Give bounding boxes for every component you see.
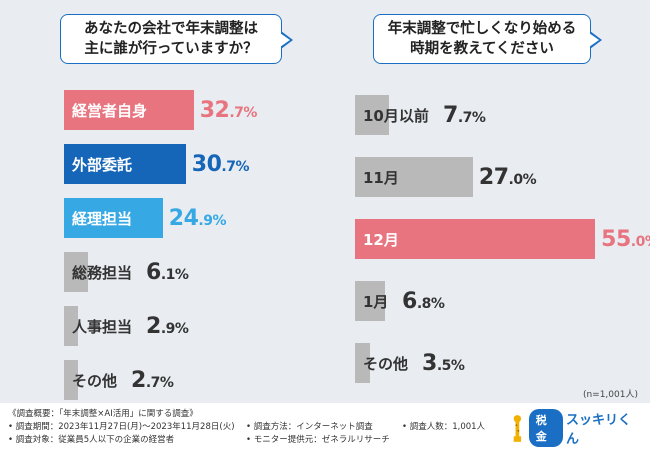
bar-row: 総務担当 6.1% xyxy=(64,252,364,292)
bar-value-label: 7.7% xyxy=(443,95,486,135)
bar-value-integer: 7 xyxy=(443,102,458,128)
chart-left-title-bubble: あなたの会社で年末調整は 主に誰が行っていますか？ xyxy=(60,14,293,64)
survey-title: 《調査概要：「年末調整×AI活用」に関する調査》 xyxy=(8,409,198,419)
survey-footer: 《調査概要：「年末調整×AI活用」に関する調査》 • 調査期間：2023年11月… xyxy=(0,403,650,450)
survey-method: • 調査方法：インターネット調査 xyxy=(246,422,373,432)
bar-label: その他 xyxy=(363,354,409,373)
bar-value-label: 27.0% xyxy=(478,157,537,197)
chart-right: 年末調整で忙しくなり始める 時期を教えてください 10月以前 7.7% 11月 27.… xyxy=(325,0,650,400)
bar-row: その他 2.7% xyxy=(64,360,364,400)
bar-row: 11月 27.0% xyxy=(355,157,650,197)
chart-right-title-bubble: 年末調整で忙しくなり始める 時期を教えてください xyxy=(373,14,602,64)
bar-value-decimal: .7% xyxy=(221,158,249,175)
bar-value-label: 2.9% xyxy=(146,306,189,346)
bar-value-integer: 55 xyxy=(601,226,631,252)
bar-value-decimal: .0% xyxy=(508,171,537,188)
bar: その他 xyxy=(355,343,408,383)
bar-value-integer: 2 xyxy=(131,367,146,393)
bar-row: 1月 6.8% xyxy=(355,281,650,321)
logo-brand: スッキリくん xyxy=(566,413,632,447)
bar-label: 外部委託 xyxy=(72,155,133,174)
bar-label: 経理担当 xyxy=(72,209,133,228)
bar-value-label: 32.7% xyxy=(199,90,258,130)
bar-value-decimal: .7% xyxy=(145,374,174,391)
logo-badge: 税金 xyxy=(528,409,564,447)
chart-left-title: あなたの会社で年末調整は 主に誰が行っていますか？ xyxy=(84,21,258,57)
bar-label: 総務担当 xyxy=(72,263,133,282)
bar-value-label: 3.5% xyxy=(422,343,465,383)
bar: 経理担当 xyxy=(64,198,163,238)
bar-label: 経営者自身 xyxy=(72,101,148,120)
bar-label: 人事担当 xyxy=(72,317,133,336)
brand-logo: 税金 スッキリくん xyxy=(510,409,638,447)
bar: 11月 xyxy=(355,157,473,197)
bar-value-integer: 6 xyxy=(402,288,417,314)
bar: 総務担当 xyxy=(64,252,132,292)
bar-label: 10月以前 xyxy=(363,106,429,125)
giraffe-icon xyxy=(513,415,522,442)
survey-period: • 調査期間：2023年11月27日(月)〜2023年11月28日(火) xyxy=(8,422,235,432)
bar: 1月 xyxy=(355,281,389,321)
bar-row: 外部委託 30.7% xyxy=(64,144,364,184)
bar: 経営者自身 xyxy=(64,90,194,130)
bar-label: 1月 xyxy=(363,292,389,311)
bar-value-integer: 2 xyxy=(146,313,161,339)
bar: 人事担当 xyxy=(64,306,132,346)
bar-label: その他 xyxy=(72,371,118,390)
bar: 外部委託 xyxy=(64,144,186,184)
bar-value-decimal: .5% xyxy=(436,357,465,374)
bar-row: 経営者自身 32.7% xyxy=(64,90,364,130)
bar-value-label: 2.7% xyxy=(131,360,174,400)
bar-value-label: 30.7% xyxy=(191,144,250,184)
bar-value-decimal: .8% xyxy=(416,295,445,312)
survey-target: • 調査対象：従業員5人以下の企業の経営者 xyxy=(8,435,175,445)
bar-value-decimal: .7% xyxy=(229,104,257,121)
bar-value-decimal: .1% xyxy=(160,266,189,283)
bar-row: 経理担当 24.9% xyxy=(64,198,364,238)
bar: 12月 xyxy=(355,219,596,259)
bar-value-integer: 6 xyxy=(146,259,161,285)
survey-provider: • モニター提供元：ゼネラルリサーチ xyxy=(246,435,390,445)
bar-row: 10月以前 7.7% xyxy=(355,95,650,135)
bar-row: 12月 55.0% xyxy=(355,219,650,259)
bar-value-decimal: .7% xyxy=(457,109,486,126)
bar-value-decimal: .9% xyxy=(160,320,189,337)
sample-size-note: (n=1,001人) xyxy=(582,390,638,400)
bar-value-label: 55.0% xyxy=(601,219,650,259)
bar-value-integer: 24 xyxy=(168,205,199,231)
survey-count: • 調査人数：1,001人 xyxy=(402,422,486,432)
bar: 10月以前 xyxy=(355,95,429,135)
bar-label: 11月 xyxy=(363,168,399,187)
bar: その他 xyxy=(64,360,117,400)
bar-value-integer: 30 xyxy=(191,151,222,177)
bar-value-label: 24.9% xyxy=(168,198,227,238)
bar-row: 人事担当 2.9% xyxy=(64,306,364,346)
bar-value-decimal: .0% xyxy=(630,233,650,250)
bar-value-integer: 3 xyxy=(422,350,437,376)
bar-value-integer: 32 xyxy=(199,97,230,123)
bar-value-label: 6.1% xyxy=(146,252,189,292)
bar-label: 12月 xyxy=(363,230,399,249)
bar-value-label: 6.8% xyxy=(402,281,445,321)
chart-right-title: 年末調整で忙しくなり始める 時期を教えてください xyxy=(387,21,577,57)
bar-value-decimal: .9% xyxy=(198,212,226,229)
bar-row: その他 3.5% xyxy=(355,343,650,383)
chart-left: あなたの会社で年末調整は 主に誰が行っていますか？ 経営者自身 32.7% 外部委託… xyxy=(0,0,325,400)
bar-value-integer: 27 xyxy=(478,164,509,190)
